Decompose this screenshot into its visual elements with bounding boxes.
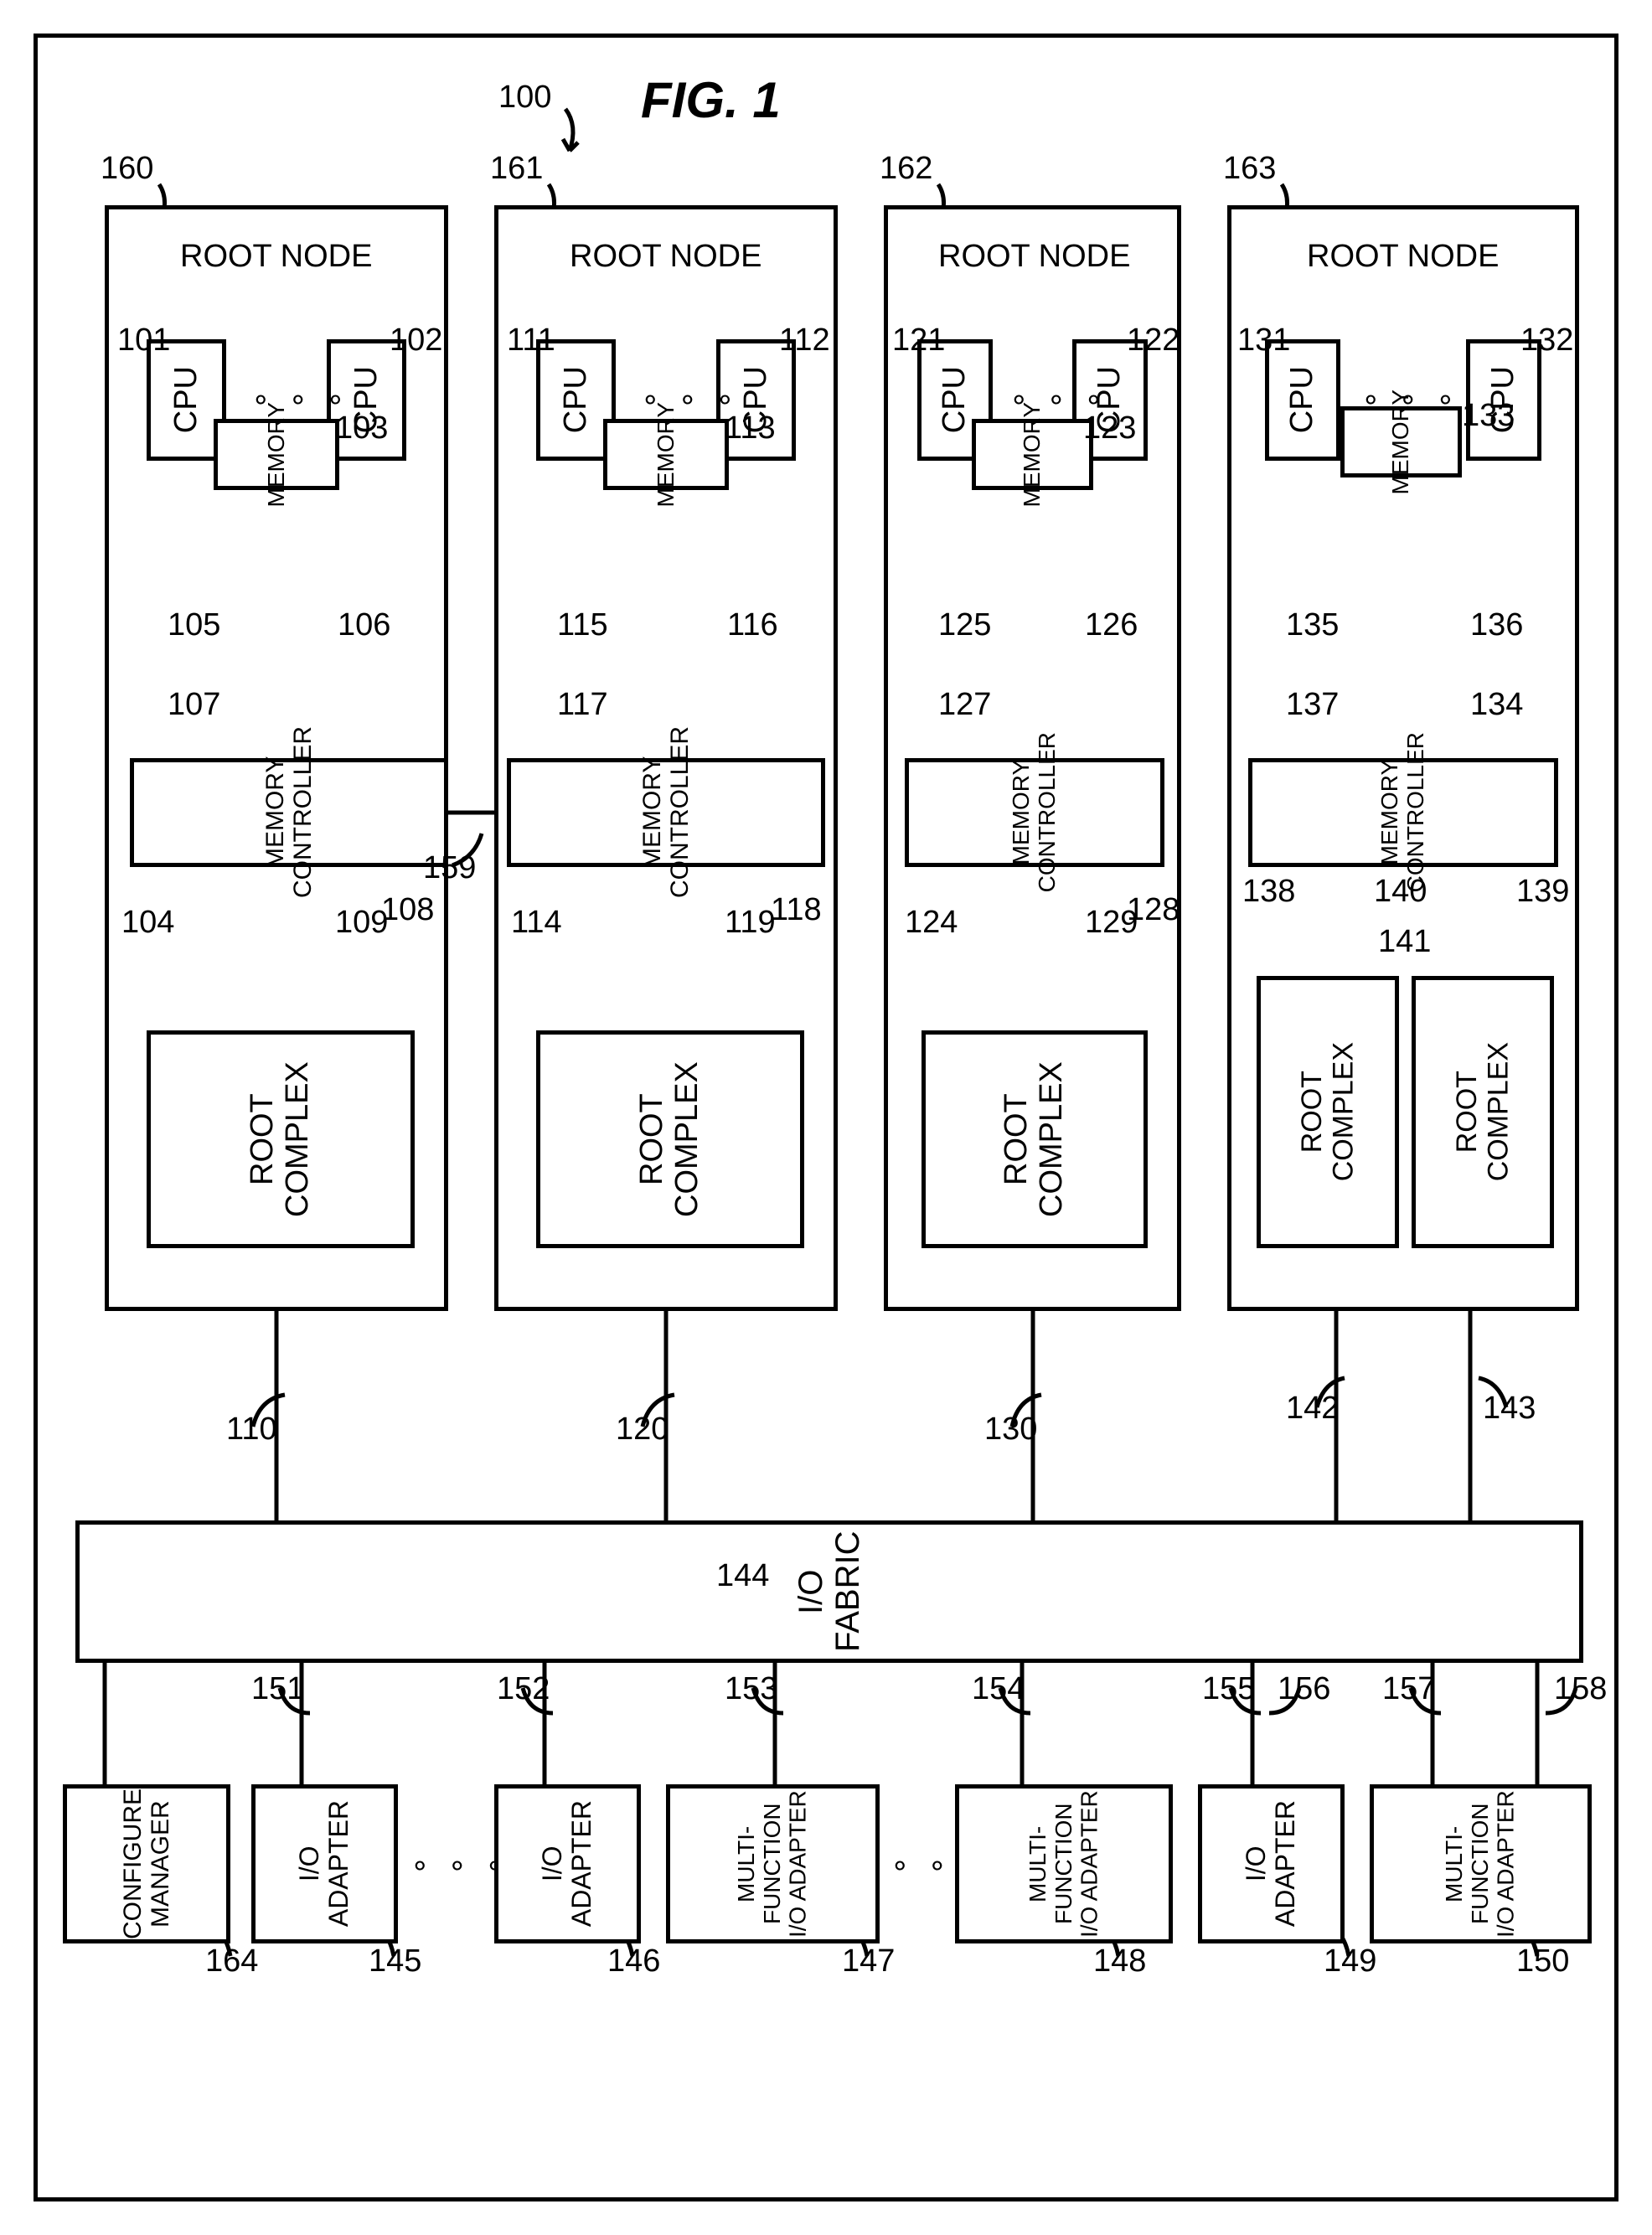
label-119: 119 — [725, 905, 776, 941]
label-158: 158 — [1554, 1671, 1607, 1707]
label-110: 110 — [226, 1412, 277, 1448]
label-134: 134 — [1470, 687, 1523, 723]
label-133: 133 — [1462, 398, 1515, 434]
root-node-1-title: ROOT NODE — [180, 239, 372, 275]
label-154: 154 — [972, 1671, 1025, 1707]
label-115: 115 — [557, 607, 608, 643]
label-118: 118 — [771, 892, 822, 928]
label-140: 140 — [1374, 874, 1427, 910]
root-node-2-title: ROOT NODE — [570, 239, 761, 275]
label-146: 146 — [607, 1943, 660, 1979]
label-116: 116 — [727, 607, 778, 643]
label-129: 129 — [1085, 905, 1138, 941]
memctrl-104: MEMORY CONTROLLER — [130, 758, 448, 867]
label-111: 111 — [507, 323, 555, 359]
multi-io-147: MULTI-FUNCTIONI/O ADAPTER — [666, 1784, 880, 1943]
label-126: 126 — [1085, 607, 1138, 643]
diagram-frame: FIG. 1 100 — [34, 34, 1618, 2201]
label-131: 131 — [1237, 323, 1290, 359]
memory-113: MEMORY — [603, 419, 729, 490]
label-127: 127 — [938, 687, 991, 723]
label-152: 152 — [497, 1671, 550, 1707]
figure-title: FIG. 1 — [641, 71, 781, 129]
rootcomplex-2: ROOT COMPLEX — [536, 1030, 804, 1248]
label-163: 163 — [1223, 151, 1276, 187]
memory-103: MEMORY — [214, 419, 339, 490]
memctrl-134: MEMORY CONTROLLER — [1248, 758, 1558, 867]
rootcomplex-4a: ROOTCOMPLEX — [1257, 976, 1399, 1248]
label-125: 125 — [938, 607, 991, 643]
label-139: 139 — [1516, 874, 1569, 910]
label-144: 144 — [716, 1558, 769, 1594]
rootcomplex-3: ROOT COMPLEX — [922, 1030, 1148, 1248]
label-106: 106 — [338, 607, 390, 643]
memory-133: MEMORY — [1340, 406, 1462, 477]
label-130: 130 — [984, 1412, 1037, 1448]
label-113: 113 — [725, 410, 776, 446]
label-164: 164 — [205, 1943, 258, 1979]
label-114: 114 — [511, 905, 562, 941]
io-adapter-146: I/OADAPTER — [494, 1784, 641, 1943]
label-148: 148 — [1093, 1943, 1146, 1979]
label-108: 108 — [381, 892, 434, 928]
label-157: 157 — [1382, 1671, 1435, 1707]
multi-io-150: MULTI-FUNCTIONI/O ADAPTER — [1370, 1784, 1592, 1943]
label-103: 103 — [335, 410, 388, 446]
label-117: 117 — [557, 687, 608, 723]
root-node-3-title: ROOT NODE — [938, 239, 1130, 275]
label-105: 105 — [168, 607, 220, 643]
label-123: 123 — [1083, 410, 1136, 446]
label-109: 109 — [335, 905, 388, 941]
multi-io-148: MULTI-FUNCTIONI/O ADAPTER — [955, 1784, 1173, 1943]
label-101: 101 — [117, 323, 170, 359]
label-155: 155 — [1202, 1671, 1255, 1707]
label-160: 160 — [101, 151, 153, 187]
label-141: 141 — [1378, 924, 1431, 960]
io-adapter-145: I/OADAPTER — [251, 1784, 398, 1943]
label-121: 121 — [892, 323, 945, 359]
label-132: 132 — [1520, 323, 1573, 359]
memctrl-114: MEMORY CONTROLLER — [507, 758, 825, 867]
label-102: 102 — [390, 323, 442, 359]
label-162: 162 — [880, 151, 932, 187]
label-143: 143 — [1483, 1391, 1536, 1427]
label-142: 142 — [1286, 1391, 1339, 1427]
label-136: 136 — [1470, 607, 1523, 643]
label-150: 150 — [1516, 1943, 1569, 1979]
label-153: 153 — [725, 1671, 777, 1707]
label-147: 147 — [842, 1943, 895, 1979]
label-137: 137 — [1286, 687, 1339, 723]
configure-manager: CONFIGUREMANAGER — [63, 1784, 230, 1943]
label-100: 100 — [498, 80, 551, 116]
memory-123: MEMORY — [972, 419, 1093, 490]
label-122: 122 — [1127, 323, 1180, 359]
label-151: 151 — [251, 1671, 304, 1707]
label-156: 156 — [1278, 1671, 1330, 1707]
label-149: 149 — [1324, 1943, 1376, 1979]
label-161: 161 — [490, 151, 543, 187]
root-node-4-title: ROOT NODE — [1307, 239, 1499, 275]
io-fabric: I/O FABRIC — [75, 1520, 1583, 1663]
label-159: 159 — [423, 850, 476, 886]
label-107: 107 — [168, 687, 220, 723]
rootcomplex-4b: ROOTCOMPLEX — [1412, 976, 1554, 1248]
label-120: 120 — [616, 1412, 669, 1448]
label-112: 112 — [779, 323, 830, 359]
label-104: 104 — [121, 905, 174, 941]
memctrl-124: MEMORY CONTROLLER — [905, 758, 1164, 867]
rootcomplex-1: ROOT COMPLEX — [147, 1030, 415, 1248]
label-138: 138 — [1242, 874, 1295, 910]
io-adapter-149: I/OADAPTER — [1198, 1784, 1345, 1943]
label-135: 135 — [1286, 607, 1339, 643]
label-124: 124 — [905, 905, 958, 941]
label-145: 145 — [369, 1943, 421, 1979]
